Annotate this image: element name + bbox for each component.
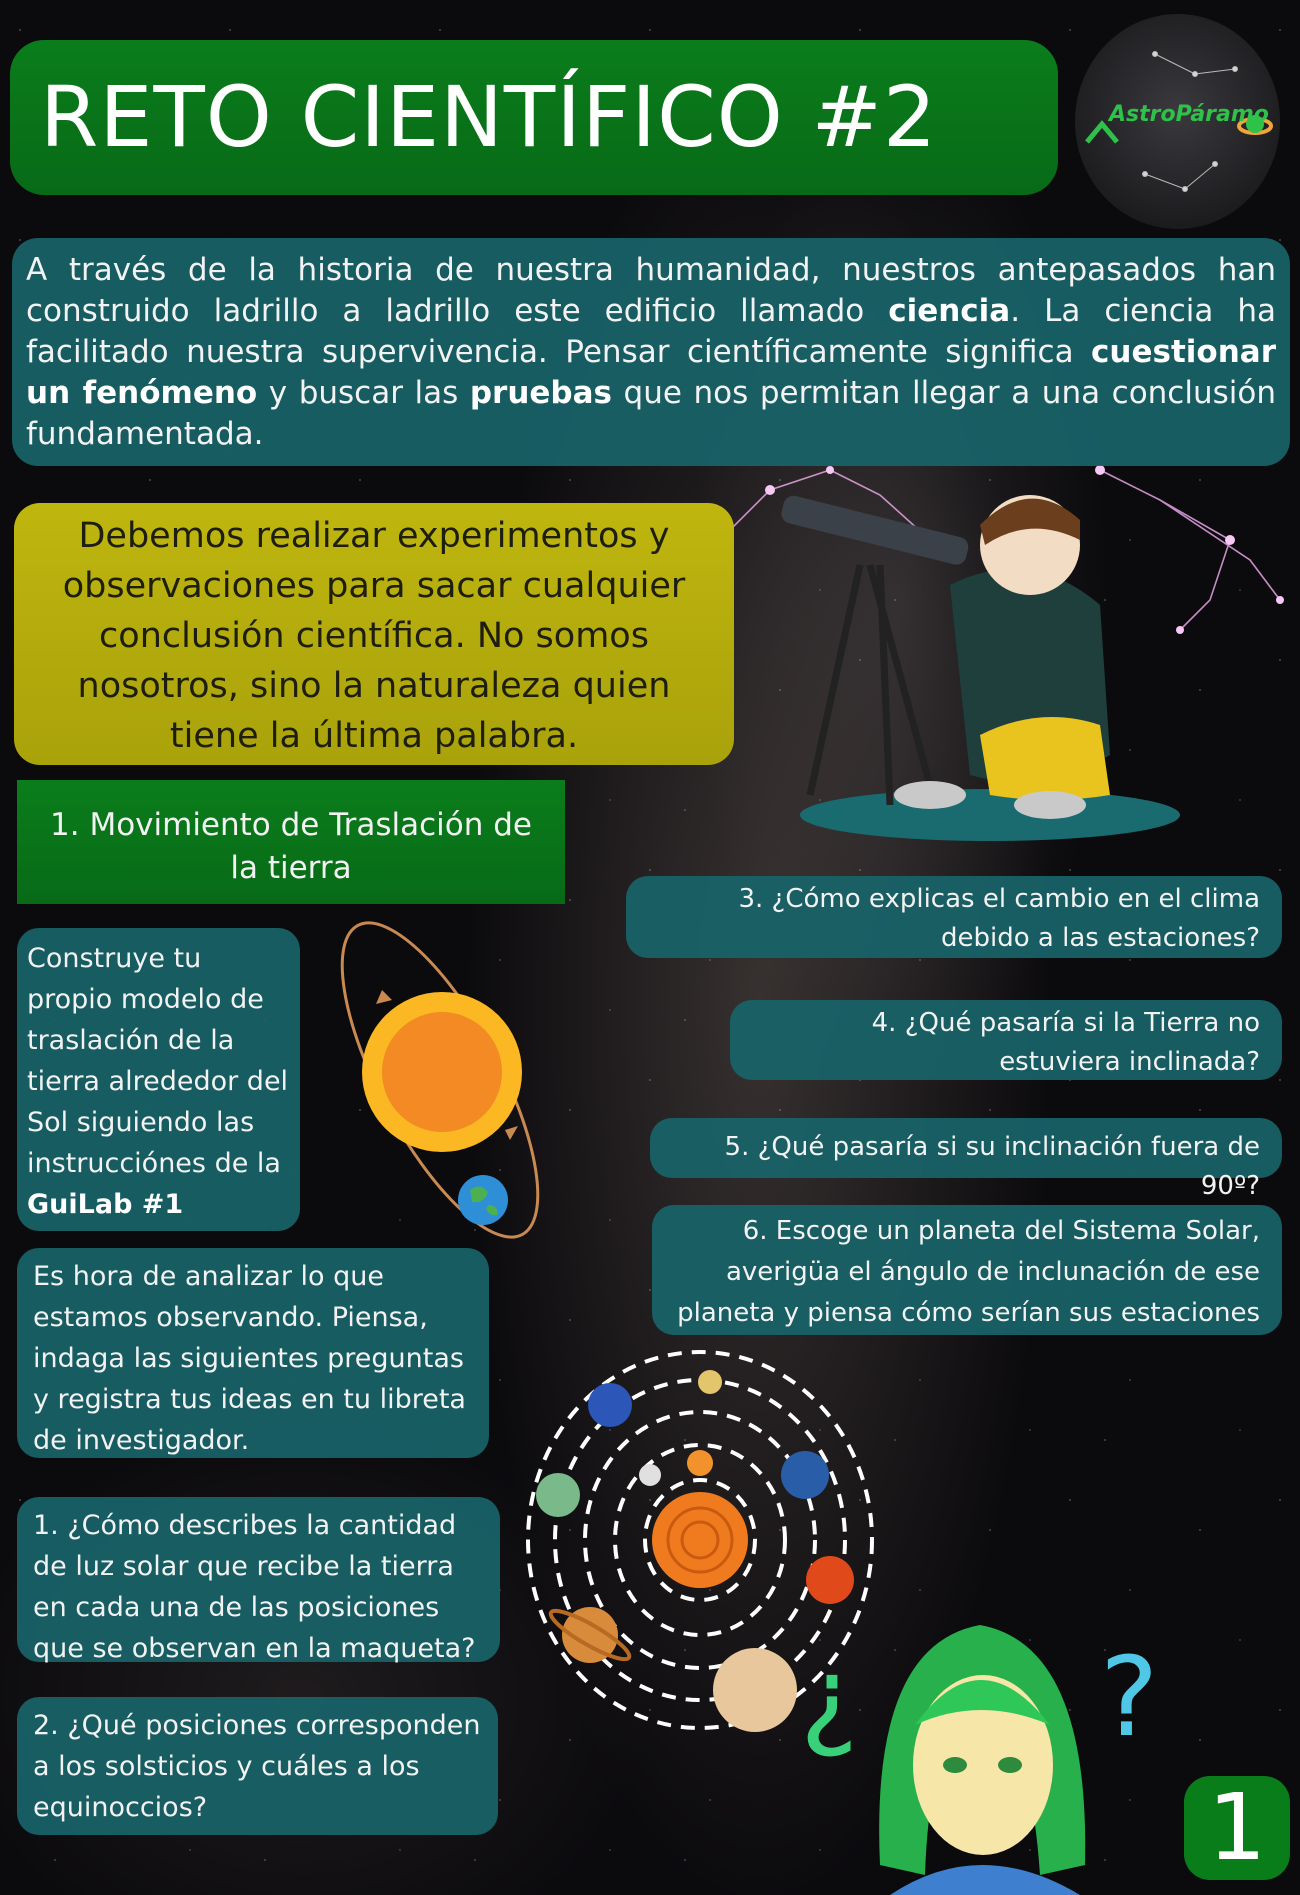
thinking-character-illustration: ¿ ? — [800, 1625, 1158, 1895]
section-heading: 1. Movimiento de Traslación de la tierra — [17, 780, 565, 904]
question-6: 6. Escoge un planeta del Sistema Solar, … — [652, 1205, 1282, 1335]
constellation-lines — [699, 465, 1284, 634]
page-title: RETO CIENTÍFICO #2 — [40, 68, 938, 166]
solar-system-illustration — [526, 1350, 874, 1732]
intro-text-3: y buscar las — [257, 375, 470, 411]
callout-box: Debemos realizar experimentos y observac… — [14, 503, 734, 765]
title-banner: RETO CIENTÍFICO #2 — [10, 40, 1058, 195]
intro-bold-pruebas: pruebas — [469, 375, 612, 411]
intro-bold-ciencia: ciencia — [888, 293, 1011, 329]
guilab-reference: GuiLab #1 — [27, 1189, 184, 1220]
planet-venus-icon — [687, 1450, 713, 1476]
analyze-box: Es hora de analizar lo que estamos obser… — [17, 1248, 489, 1458]
page-number: 1 — [1184, 1776, 1290, 1880]
telescope-planet-icon — [1085, 115, 1273, 144]
planet-mars-icon — [806, 1556, 854, 1604]
earth-orbit-diagram — [340, 921, 540, 1239]
planet-saturn-icon — [562, 1607, 618, 1663]
question-1: 1. ¿Cómo describes la cantidad de luz so… — [17, 1497, 500, 1664]
question-3: 3. ¿Cómo explicas el cambio en el clima … — [626, 876, 1282, 958]
intro-text-4: que nos permitan llegar a una conclusión… — [26, 375, 1276, 452]
question-4: 4. ¿Qué pasaría si la Tierra no estuvier… — [730, 1000, 1282, 1080]
planet-earth-icon — [781, 1451, 829, 1499]
sun-center-icon — [652, 1492, 748, 1588]
intro-text-2: . La ciencia ha facilitado nuestra super… — [26, 293, 1276, 370]
planet-neptune-icon — [588, 1383, 632, 1427]
earth-icon — [458, 1175, 508, 1225]
question-mark-right-icon: ? — [1100, 1633, 1158, 1761]
logo-badge: AstroPáramo — [1075, 14, 1280, 229]
logo-text: AstroPáramo — [1109, 102, 1269, 127]
question-5: 5. ¿Qué pasaría si su inclinación fuera … — [650, 1118, 1282, 1201]
build-text: Construye tu propio modelo de traslación… — [27, 943, 289, 1179]
logo-constellation — [1085, 51, 1273, 192]
question-2: 2. ¿Qué posiciones corresponden a los so… — [17, 1697, 498, 1835]
intro-paragraph: A través de la historia de nuestra human… — [12, 238, 1290, 466]
question-mark-left-icon: ¿ — [800, 1633, 858, 1761]
build-model-box: Construye tu propio modelo de traslación… — [17, 928, 300, 1231]
planet-jupiter-icon — [713, 1648, 797, 1732]
planet-uranus-icon — [536, 1473, 580, 1517]
intro-text-1: A través de la historia de nuestra human… — [26, 252, 1276, 329]
intro-bold-cuestionar: cuestionar un fenómeno — [26, 334, 1276, 411]
planet-mercury-icon — [639, 1464, 661, 1486]
child-telescope-illustration — [781, 495, 1180, 841]
